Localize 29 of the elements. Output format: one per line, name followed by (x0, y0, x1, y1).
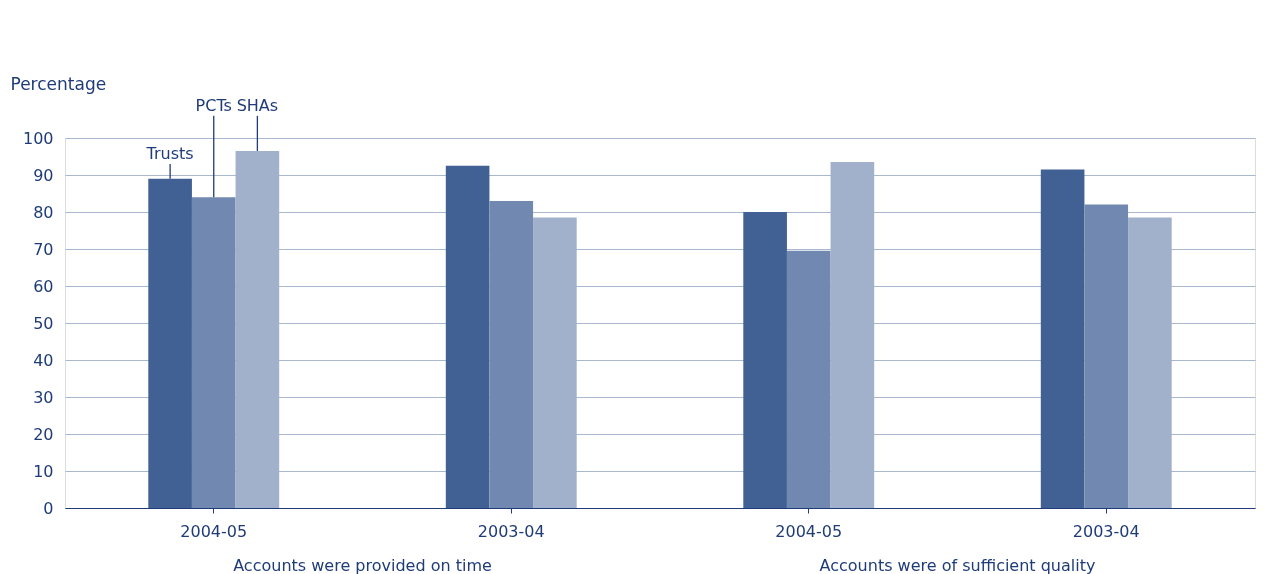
y-axis-title: Percentage (10, 73, 107, 94)
y-tick-label: 40 (33, 350, 54, 370)
bar (1084, 204, 1129, 508)
y-tick-label: 0 (43, 498, 54, 518)
y-tick-label: 50 (33, 313, 54, 333)
text: Accounts were provided on time (233, 556, 492, 574)
text: SHAs (236, 95, 279, 115)
y-tick-label: 30 (33, 387, 54, 407)
y-tick-label: 100 (22, 128, 54, 148)
bar (191, 197, 236, 508)
bar (489, 200, 534, 508)
y-tick-label: 20 (33, 424, 54, 444)
text: PCTs (195, 95, 232, 115)
y-tick-label: 80 (33, 202, 54, 222)
y-tick-label: 10 (33, 461, 54, 481)
x-tick-label: 2003-04 (1072, 521, 1140, 541)
bar (148, 178, 192, 508)
text: Accounts were of sufficient quality (819, 556, 1096, 574)
bar (445, 165, 490, 508)
bar (786, 250, 831, 508)
x-tick-label: 2004-05 (775, 521, 843, 541)
x-tick-label: 2003-04 (477, 521, 545, 541)
y-tick-label: 60 (33, 276, 54, 296)
y-tick-label: 70 (33, 239, 54, 259)
bar (1040, 169, 1085, 508)
x-tick-label: 2004-05 (180, 521, 248, 541)
y-tick-label: 90 (33, 165, 54, 185)
bar (743, 212, 787, 508)
series-label: Trusts (145, 143, 194, 163)
